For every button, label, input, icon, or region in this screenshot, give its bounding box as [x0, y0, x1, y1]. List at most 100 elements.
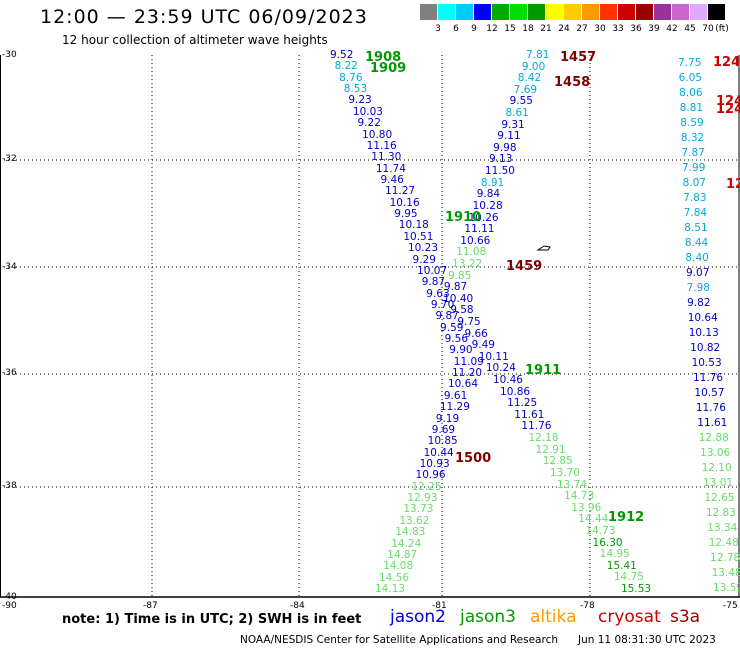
wave-height-value: 9.82 [687, 297, 711, 309]
wave-height-value: 14.95 [599, 548, 630, 561]
page-title: 12:00 — 23:59 UTC 06/09/2023 [40, 6, 368, 28]
latitude-label: -34 [2, 262, 17, 272]
legend-tick-label: 33 [612, 24, 624, 34]
wave-height-value: 8.61 [505, 107, 529, 120]
wave-height-value: 14.13 [375, 583, 406, 595]
satellite-name: cryosat [598, 607, 661, 627]
wave-height-value: 11.16 [366, 139, 397, 152]
satellite-name: jason3 [460, 607, 516, 627]
wave-height-value: 10.26 [468, 211, 499, 224]
legend-swatch [708, 4, 725, 20]
satellite-name: jason2 [390, 607, 446, 627]
wave-height-value: 7.81 [526, 49, 550, 61]
wave-height-value: 7.98 [686, 282, 710, 294]
wave-height-value: 9.70 [430, 298, 455, 311]
wave-height-value: 9.11 [497, 130, 521, 143]
wave-height-value: 15.53 [621, 583, 652, 595]
time-annotation: 124 [716, 94, 740, 109]
wave-height-value: 7.99 [682, 162, 706, 174]
wave-height-value: 9.75 [457, 316, 481, 328]
wave-height-value: 13.73 [403, 503, 434, 516]
wave-height-value: 13.74 [556, 478, 588, 491]
wave-height-value: 10.24 [485, 362, 516, 375]
satellite-name: altika [530, 607, 577, 627]
wave-height-value: 12.85 [542, 455, 573, 468]
wave-height-value: 10.53 [691, 357, 722, 369]
wave-height-value: 10.86 [500, 385, 531, 398]
wave-height-value: 9.87 [443, 281, 468, 294]
legend-swatch [600, 4, 617, 20]
wave-height-value: 9.69 [431, 423, 456, 436]
wave-height-value: 9.00 [521, 60, 546, 73]
wave-height-value: 13.48 [711, 567, 740, 579]
wave-height-value: 10.16 [389, 196, 420, 209]
island-shape [536, 245, 551, 251]
legend-swatch [420, 4, 437, 20]
wave-height-value: 13.62 [399, 514, 430, 527]
wave-height-value: 10.18 [398, 219, 429, 232]
wave-height-value: 14.08 [383, 560, 414, 573]
legend-tick-label: 42 [666, 24, 678, 34]
wave-height-value: 14.73 [564, 490, 595, 503]
satellite-name: s3a [670, 607, 701, 627]
wave-height-value: 10.96 [415, 469, 446, 482]
legend-swatch [438, 4, 455, 20]
wave-height-value: 9.31 [501, 118, 525, 131]
wave-height-value: 8.07 [682, 177, 706, 189]
wave-height-value: 10.13 [688, 327, 719, 339]
wave-height-value: 11.20 [452, 367, 483, 380]
legend-tick-label: 24 [558, 24, 570, 34]
wave-height-value: 9.56 [444, 333, 469, 346]
wave-height-value: 10.82 [690, 342, 721, 354]
wave-height-value: 9.87 [435, 310, 459, 323]
wave-height-value: 7.69 [513, 83, 538, 96]
legend-swatch [654, 4, 671, 20]
wave-height-value: 16.30 [592, 536, 623, 549]
latitude-label: -32 [2, 154, 17, 164]
wave-height-value: 12.65 [704, 492, 735, 504]
wave-height-value: 9.13 [489, 153, 513, 166]
longitude-label: -81 [432, 601, 447, 611]
map-border [0, 55, 740, 598]
legend-swatch [510, 4, 527, 20]
time-annotation: 1908 [365, 50, 402, 65]
grid-lines [0, 55, 740, 597]
wave-height-value: 8.42 [517, 72, 542, 85]
wave-height-value: 13.22 [452, 257, 483, 270]
time-annotation: 1458 [554, 75, 591, 90]
wave-height-value: 9.07 [686, 267, 710, 279]
wave-height-value: 11.09 [453, 355, 484, 368]
wave-height-value: 10.07 [417, 264, 448, 277]
wave-height-value: 11.76 [693, 372, 724, 384]
wave-height-value: 7.87 [681, 147, 705, 159]
longitude-label: -78 [580, 601, 595, 611]
legend-swatch [636, 4, 653, 20]
time-annotation: 12 [726, 177, 740, 192]
wave-height-value: 9.66 [464, 327, 488, 340]
latitude-label: -38 [2, 481, 17, 491]
wave-height-value: 8.44 [684, 237, 709, 249]
time-annotation: 1911 [525, 363, 562, 378]
wave-height-value: 9.87 [421, 276, 446, 289]
legend-tick-label: 21 [540, 24, 552, 34]
wave-height-value: 12.78 [710, 552, 740, 564]
legend-swatch [618, 4, 635, 20]
wave-height-value: 13.06 [700, 447, 731, 459]
wave-height-value: 9.49 [471, 339, 495, 352]
wave-height-value: 10.51 [403, 230, 434, 243]
wave-height-value: 8.06 [679, 87, 703, 99]
wave-height-value: 8.76 [339, 71, 363, 84]
wave-height-value: 9.22 [357, 117, 381, 130]
legend-tick-label: 30 [594, 24, 606, 34]
time-annotation: 1910 [445, 210, 482, 225]
latitude-label: -30 [2, 50, 17, 60]
page-subtitle: 12 hour collection of altimeter wave hei… [62, 33, 328, 47]
credit-line: NOAA/NESDIS Center for Satellite Applica… [240, 634, 558, 646]
wave-height-value: 7.83 [683, 192, 707, 204]
time-annotation: 1459 [506, 259, 543, 274]
wave-height-value: 12.18 [528, 432, 559, 445]
wave-height-value: 11.74 [375, 162, 406, 175]
time-annotation: 1912 [608, 510, 645, 525]
wave-height-value: 9.58 [450, 304, 474, 317]
latitude-label: -36 [2, 368, 17, 378]
